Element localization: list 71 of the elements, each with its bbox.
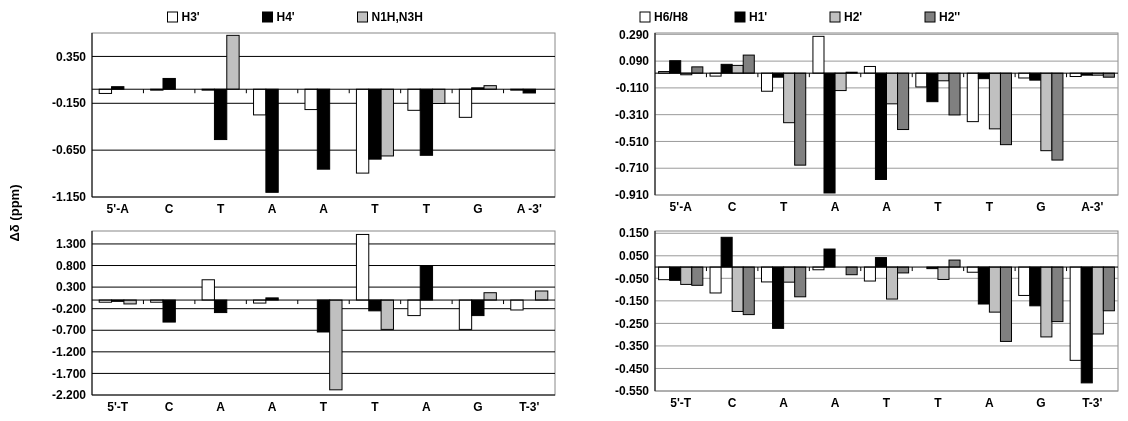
x-tick-label: G [473, 202, 483, 216]
y-tick-label: 0.290 [618, 27, 650, 42]
y-tick-label: 0.090 [618, 54, 650, 69]
x-tick-label: A [830, 396, 840, 410]
y-tick-label: -0.700 [51, 323, 87, 338]
x-tick-label: T [985, 200, 994, 214]
x-tick-label: C [164, 202, 174, 216]
x-tick-label: T-3' [519, 400, 540, 414]
x-tick-label: C [727, 200, 737, 214]
legend-label: H3' [181, 10, 200, 24]
legend-label: H6/H8 [654, 10, 689, 24]
x-tick-label: A-3' [1081, 200, 1104, 214]
x-tick-label: T [319, 400, 328, 414]
x-tick-label: G [1036, 396, 1046, 410]
x-tick-label: T [934, 200, 943, 214]
legend-label: H2'' [939, 10, 961, 24]
legend-label: H1' [749, 10, 768, 24]
y-tick-label: -0.350 [614, 339, 650, 354]
y-tick-label: -0.510 [614, 134, 650, 149]
x-tick-label: G [473, 400, 483, 414]
y-tick-label: -1.150 [51, 190, 87, 205]
x-tick-label: C [727, 396, 737, 410]
x-tick-label: A [319, 202, 329, 216]
x-tick-label: T [934, 396, 943, 410]
x-tick-label: A [267, 400, 277, 414]
x-tick-label: A [267, 202, 277, 216]
y-tick-label: -0.250 [614, 316, 650, 331]
x-tick-label: T [422, 202, 431, 216]
x-tick-label: T [371, 400, 380, 414]
x-tick-label: T [779, 200, 788, 214]
x-tick-label: A [216, 400, 226, 414]
x-tick-label: A [830, 200, 840, 214]
y-tick-label: -1.200 [51, 345, 87, 360]
y-tick-label: -0.200 [51, 301, 87, 316]
y-tick-label: 0.050 [618, 248, 650, 263]
x-tick-label: A -3' [516, 202, 542, 216]
y-tick-label: -0.910 [614, 188, 650, 203]
y-tick-label: -0.150 [614, 294, 650, 309]
x-tick-label: A [882, 200, 892, 214]
x-tick-label: 5'-A [669, 200, 693, 214]
x-tick-label: T [216, 202, 225, 216]
x-tick-label: 5'-A [106, 202, 130, 216]
x-tick-label: G [1036, 200, 1046, 214]
y-tick-label: -0.650 [51, 143, 87, 158]
y-tick-label: -0.710 [614, 161, 650, 176]
legend-label: H4' [276, 10, 295, 24]
y-tick-label: -0.310 [614, 107, 650, 122]
y-tick-label: -2.200 [51, 388, 87, 403]
y-tick-label: -0.450 [614, 361, 650, 376]
x-tick-label: T [882, 396, 891, 410]
x-tick-label: A [422, 400, 432, 414]
y-tick-label: -1.700 [51, 366, 87, 381]
y-tick-label: 0.300 [55, 280, 87, 295]
y-tick-label: -0.110 [615, 81, 650, 96]
legend-label: N1H,N3H [371, 10, 423, 24]
x-tick-label: 5'-T [107, 400, 129, 414]
y-tick-label: -0.550 [614, 384, 650, 399]
x-tick-label: 5'-T [670, 396, 692, 410]
y-tick-label: 0.800 [55, 258, 87, 273]
y-tick-label: 0.150 [618, 226, 650, 241]
x-tick-label: C [164, 400, 174, 414]
y-tick-label: -0.150 [51, 96, 87, 111]
x-tick-label: T [371, 202, 380, 216]
legend-label: H2' [844, 10, 863, 24]
y-axis-title: Δδ (ppm) [6, 184, 22, 242]
x-tick-label: A [985, 396, 995, 410]
y-tick-label: 1.300 [55, 237, 87, 252]
y-tick-label: -0.050 [614, 271, 650, 286]
x-tick-label: A [779, 396, 789, 410]
y-tick-label: 0.350 [55, 49, 87, 64]
x-tick-label: T-3' [1082, 396, 1103, 410]
